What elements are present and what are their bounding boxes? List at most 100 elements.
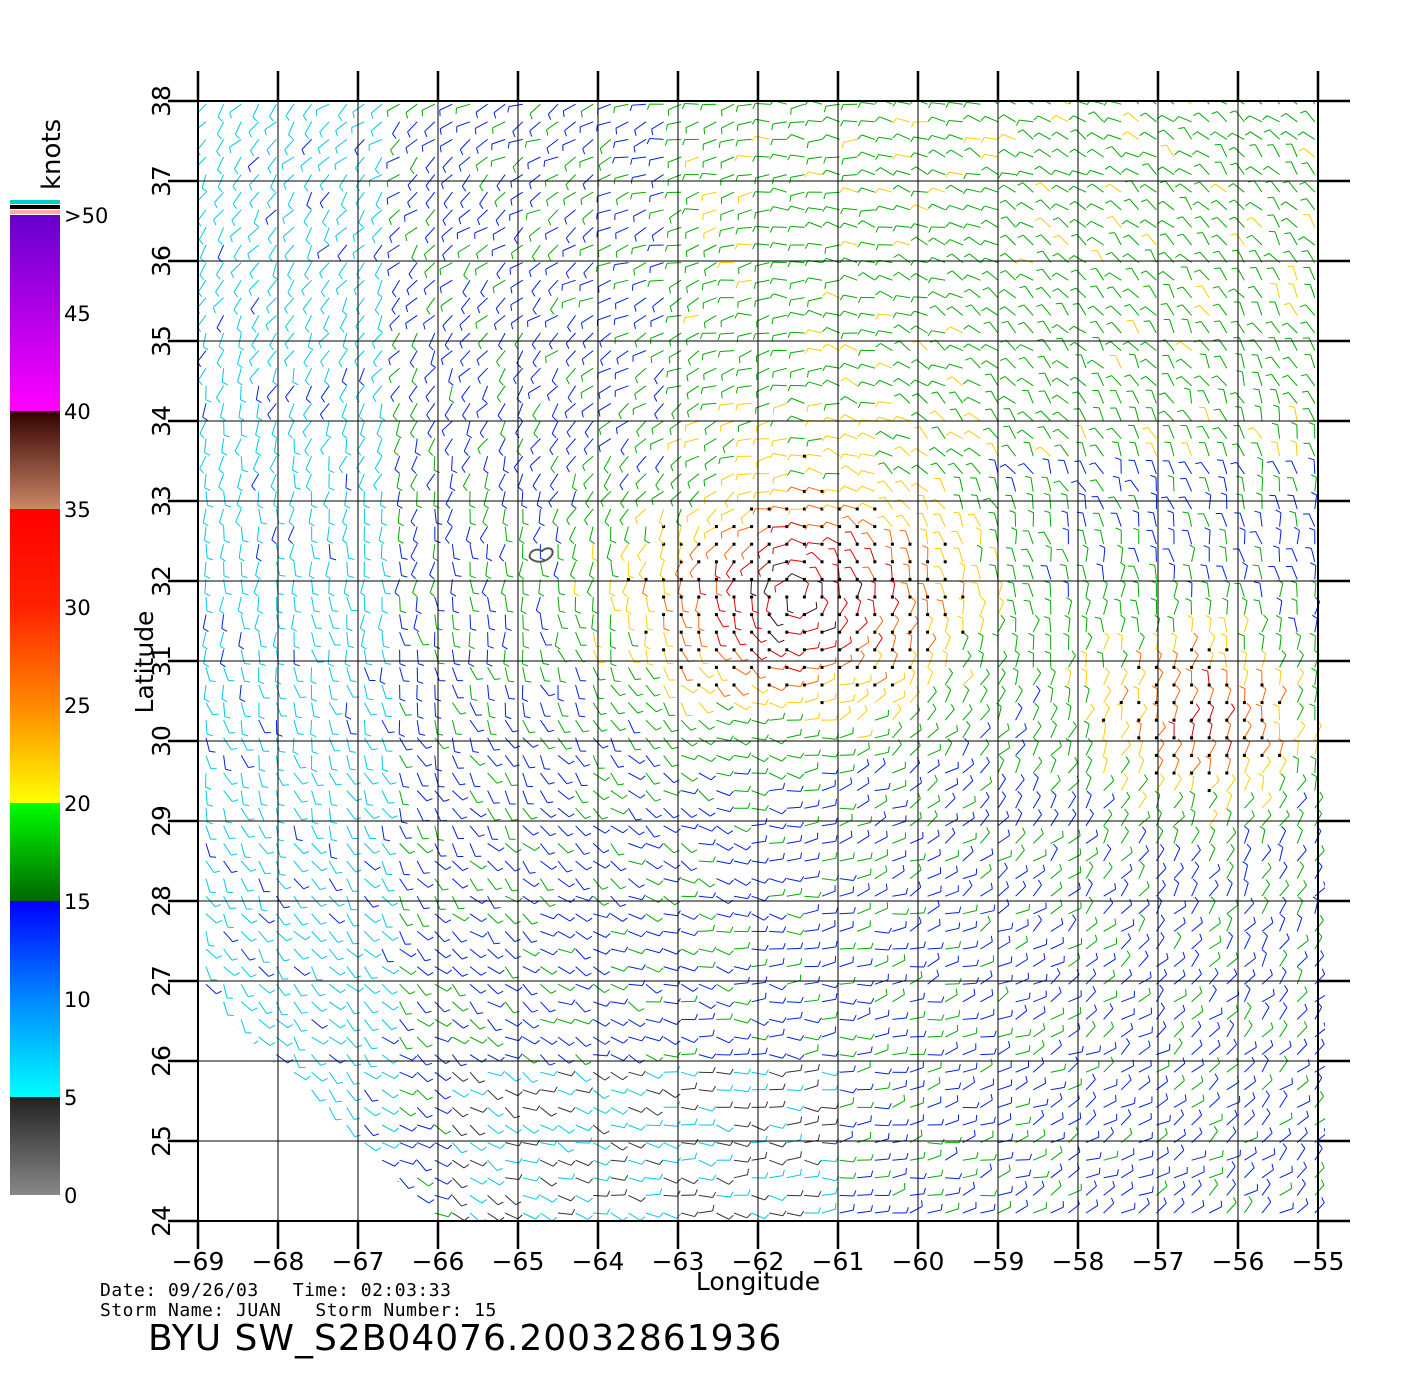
wind-barb (593, 1208, 611, 1215)
colorbar-cap-black (10, 205, 60, 209)
wind-barb (769, 1210, 787, 1217)
wind-barb (716, 1177, 734, 1185)
wind-barb (364, 1124, 380, 1137)
wind-barb (434, 1194, 453, 1200)
wind-barb (751, 1152, 768, 1161)
wind-barb (628, 1176, 646, 1183)
wind-barb (892, 1119, 910, 1126)
colorbar-segment (10, 215, 60, 411)
wind-barb (557, 1124, 575, 1134)
wind-barb (1314, 1179, 1325, 1196)
wind-barb (874, 1170, 891, 1179)
wind-barb (1279, 1090, 1288, 1108)
wind-barb (645, 1173, 664, 1180)
wind-barb (821, 1203, 837, 1214)
wind-barb (610, 1155, 628, 1163)
wind-barb (557, 1173, 576, 1180)
wind-barb (399, 1107, 417, 1117)
wind-barb (628, 1194, 646, 1202)
wind-barb (909, 1114, 924, 1126)
wind-barb (610, 1142, 628, 1151)
wind-barb (364, 1142, 382, 1152)
wind-barb (522, 1175, 541, 1182)
wind-barb (628, 1124, 646, 1131)
wind-barb (1138, 1168, 1154, 1179)
wind-barb (645, 1159, 664, 1165)
wind-barb (1068, 1183, 1082, 1196)
wind-barb (399, 1124, 417, 1132)
wind-barb (1085, 1130, 1100, 1144)
wind-barb (487, 1107, 504, 1117)
wind-barb (1261, 1090, 1270, 1108)
wind-barb (839, 1097, 855, 1108)
wind-barb (1085, 1167, 1101, 1179)
wind-barb (1173, 1144, 1185, 1161)
colorbar-tick-label: 0 (64, 1184, 77, 1208)
wind-barb (804, 1190, 822, 1198)
longitude-tick-label: −56 (1212, 1247, 1265, 1276)
wind-barb (839, 1204, 855, 1214)
wind-barb (1103, 1113, 1118, 1126)
wind-barb (487, 1142, 505, 1150)
wind-barb (716, 1101, 733, 1108)
wind-barb (997, 1096, 1013, 1108)
wind-barb (346, 1107, 361, 1120)
colorbar-segment (10, 1097, 60, 1195)
latitude-tick-label: 32 (147, 565, 176, 597)
wind-barb (540, 1107, 557, 1117)
wind-barb (769, 1194, 787, 1202)
wind-barb (663, 1177, 682, 1184)
wind-barb (434, 1211, 453, 1218)
wind-barb (1261, 1148, 1276, 1161)
wind-barb (1120, 1181, 1134, 1196)
wind-barb (997, 1113, 1012, 1126)
wind-barb (610, 1189, 628, 1196)
longitude-tick-label: −58 (1052, 1247, 1105, 1276)
colorbar-tick-label: >50 (64, 204, 108, 228)
wind-barb (733, 1168, 749, 1179)
colorbar-tick-label: 30 (64, 596, 91, 620)
wind-barb (1050, 1145, 1063, 1161)
wind-barb (997, 1186, 1013, 1196)
wind-barb (1209, 1150, 1224, 1161)
wind-barb (1226, 1161, 1236, 1179)
wind-barb (1191, 1109, 1203, 1126)
wind-barb (575, 1159, 594, 1167)
wind-barb (1244, 1092, 1256, 1108)
wind-barb (716, 1154, 734, 1161)
wind-barb (1120, 1164, 1134, 1179)
latitude-tick-label: 35 (147, 325, 176, 357)
wind-barb (1103, 1095, 1117, 1108)
wind-barb (1068, 1112, 1082, 1126)
wind-barb (962, 1181, 976, 1196)
wind-barb (452, 1142, 468, 1154)
wind-barb (1173, 1180, 1186, 1196)
wind-barb (1208, 1092, 1220, 1108)
wind-barb (1244, 1146, 1257, 1161)
wind-barb (452, 1159, 470, 1169)
colorbar-tick-label: 10 (64, 988, 91, 1012)
wind-barb (681, 1104, 699, 1111)
wind-barb (1033, 1170, 1050, 1179)
wind-barb (540, 1194, 558, 1203)
wind-barb (804, 1207, 822, 1214)
wind-barb (1050, 1092, 1063, 1108)
wind-barb (1015, 1153, 1033, 1161)
wind-barb (980, 1203, 996, 1214)
wind-barb (1226, 1179, 1237, 1196)
wind-barb (416, 1159, 432, 1172)
wind-barb (874, 1103, 892, 1110)
wind-barb (733, 1156, 752, 1163)
wind-barb (505, 1157, 523, 1164)
wind-barb (592, 1106, 611, 1114)
wind-barb (1138, 1150, 1154, 1161)
wind-barb (857, 1115, 872, 1126)
wind-barb (681, 1138, 699, 1145)
wind-barb (416, 1194, 435, 1204)
wind-barb (1015, 1116, 1032, 1126)
wind-barb (751, 1172, 769, 1179)
wind-barb (680, 1177, 699, 1185)
wind-barb (1032, 1180, 1045, 1196)
wind-barb (751, 1101, 769, 1108)
